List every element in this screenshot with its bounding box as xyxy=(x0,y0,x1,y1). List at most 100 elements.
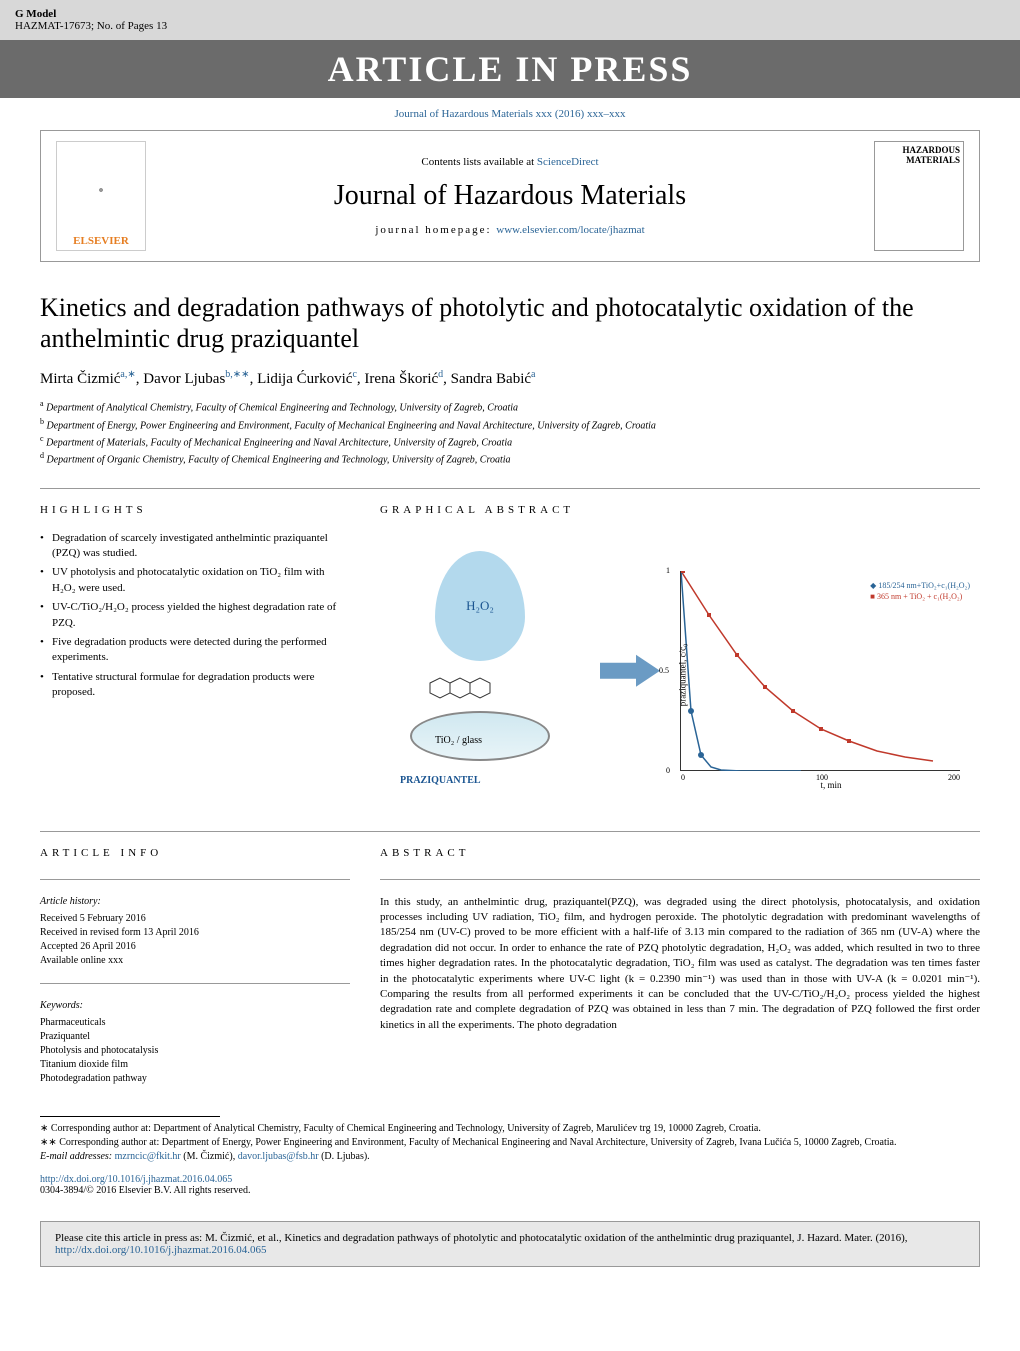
journal-cover-thumbnail: HAZARDOUS MATERIALS xyxy=(874,141,964,251)
journal-name: Journal of Hazardous Materials xyxy=(146,180,874,212)
author-sup: b,∗∗ xyxy=(225,369,249,380)
corresponding-author-2: ∗∗ Corresponding author at: Department o… xyxy=(40,1136,980,1150)
aff-sup: c xyxy=(40,434,44,443)
ytick: 0.5 xyxy=(659,666,669,675)
authors-list: Mirta Čizmića,∗, Davor Ljubasb,∗∗, Lidij… xyxy=(40,369,980,388)
received-date: Received 5 February 2016 xyxy=(40,912,350,926)
contents-label: Contents lists available at xyxy=(421,156,536,168)
keywords-header: Keywords: xyxy=(40,999,350,1013)
cover-title: HAZARDOUS MATERIALS xyxy=(878,145,960,165)
author-sup: a xyxy=(531,369,535,380)
xtick: 200 xyxy=(948,773,960,782)
praziquantel-label: PRAZIQUANTEL xyxy=(400,775,481,786)
footer: ∗ Corresponding author at: Department of… xyxy=(0,1116,1020,1164)
sciencedirect-link[interactable]: ScienceDirect xyxy=(537,156,599,168)
email-link[interactable]: davor.ljubas@fsb.hr xyxy=(238,1151,319,1162)
divider xyxy=(40,983,350,984)
keyword: Praziquantel xyxy=(40,1030,350,1044)
affiliation: Department of Materials, Faculty of Mech… xyxy=(46,437,512,448)
chart-ylabel: praziquantel, c/c₀ xyxy=(677,644,687,707)
article-info-header: ARTICLE INFO xyxy=(40,847,350,864)
divider xyxy=(40,488,980,489)
xtick: 100 xyxy=(816,773,828,782)
homepage-label: journal homepage: xyxy=(375,224,496,236)
aff-sup: b xyxy=(40,417,44,426)
aff-sup: a xyxy=(40,399,44,408)
h2o2-drop-icon: H₂O₂ xyxy=(435,551,525,661)
divider xyxy=(380,879,980,880)
legend-item: 365 nm + TiO₂ + c₁(H₂O₂) xyxy=(877,592,962,601)
cite-doi-link[interactable]: http://dx.doi.org/10.1016/j.jhazmat.2016… xyxy=(55,1244,267,1256)
citation-box: Please cite this article in press as: M.… xyxy=(40,1221,980,1267)
pages-label: No. of Pages 13 xyxy=(97,20,167,32)
author-sup: d xyxy=(438,369,443,380)
divider xyxy=(40,879,350,880)
journal-banner: ELSEVIER Contents lists available at Sci… xyxy=(40,130,980,262)
graphical-abstract: H₂O₂ TiO₂ / glass PRAZIQUANTEL xyxy=(380,531,980,811)
article-title: Kinetics and degradation pathways of pho… xyxy=(40,292,980,354)
molecule-icon xyxy=(420,673,500,716)
highlight-item: UV photolysis and photocatalytic oxidati… xyxy=(40,565,350,596)
keyword: Pharmaceuticals xyxy=(40,1016,350,1030)
arrow-icon xyxy=(600,651,660,691)
author-sup: a,∗ xyxy=(120,369,135,380)
accepted-date: Accepted 26 April 2016 xyxy=(40,940,350,954)
tio2-label: TiO₂ / glass xyxy=(435,735,482,746)
email-label: E-mail addresses: xyxy=(40,1151,115,1162)
issn-copyright: 0304-3894/© 2016 Elsevier B.V. All right… xyxy=(40,1185,980,1196)
legend-item: 185/254 nm+TiO₂+c₁(H₂O₂) xyxy=(878,581,970,590)
affiliation: Department of Analytical Chemistry, Facu… xyxy=(46,403,518,414)
cite-text: Please cite this article in press as: M.… xyxy=(55,1232,908,1244)
corresponding-author-1: ∗ Corresponding author at: Department of… xyxy=(40,1122,980,1136)
revised-date: Received in revised form 13 April 2016 xyxy=(40,926,350,940)
journal-reference[interactable]: Journal of Hazardous Materials xxx (2016… xyxy=(0,98,1020,130)
elsevier-logo: ELSEVIER xyxy=(56,141,146,251)
article-info: Article history: Received 5 February 201… xyxy=(40,895,350,1086)
history-header: Article history: xyxy=(40,895,350,909)
abstract-text: In this study, an anthelmintic drug, pra… xyxy=(380,895,980,1034)
affiliations: a Department of Analytical Chemistry, Fa… xyxy=(40,398,980,467)
xtick: 0 xyxy=(681,773,685,782)
ga-schematic: H₂O₂ TiO₂ / glass PRAZIQUANTEL xyxy=(380,541,580,801)
abstract-header: ABSTRACT xyxy=(380,847,980,864)
highlight-item: Five degradation products were detected … xyxy=(40,635,350,666)
highlights-list: Degradation of scarcely investigated ant… xyxy=(40,531,350,701)
highlight-item: UV-C/TiO₂/H₂O₂ process yielded the highe… xyxy=(40,600,350,631)
author: Davor Ljubas xyxy=(143,371,225,387)
online-date: Available online xxx xyxy=(40,954,350,968)
aff-sup: d xyxy=(40,451,44,460)
press-banner: ARTICLE IN PRESS xyxy=(0,40,1020,98)
affiliation: Department of Energy, Power Engineering … xyxy=(47,420,656,431)
degradation-chart: ◆ 185/254 nm+TiO₂+c₁(H₂O₂) ■ 365 nm + Ti… xyxy=(680,571,960,771)
author-sup: c xyxy=(352,369,356,380)
ytick: 1 xyxy=(666,566,670,575)
email-name: (D. Ljubas). xyxy=(319,1151,370,1162)
highlight-item: Tentative structural formulae for degrad… xyxy=(40,670,350,701)
homepage-link[interactable]: www.elsevier.com/locate/jhazmat xyxy=(496,224,644,236)
affiliation: Department of Organic Chemistry, Faculty… xyxy=(47,455,511,466)
highlights-header: HIGHLIGHTS xyxy=(40,504,350,521)
model-label: G Model xyxy=(15,8,167,20)
footer-divider xyxy=(40,1116,220,1117)
email-name: (M. Čizmić), xyxy=(181,1151,238,1162)
keyword: Photodegradation pathway xyxy=(40,1072,350,1086)
author: Sandra Babić xyxy=(451,371,531,387)
doi-link[interactable]: http://dx.doi.org/10.1016/j.jhazmat.2016… xyxy=(40,1174,232,1185)
author: Lidija Ćurković xyxy=(257,371,352,387)
keyword: Photolysis and photocatalysis xyxy=(40,1044,350,1058)
chart-legend: ◆ 185/254 nm+TiO₂+c₁(H₂O₂) ■ 365 nm + Ti… xyxy=(870,581,970,603)
keyword: Titanium dioxide film xyxy=(40,1058,350,1072)
ytick: 0 xyxy=(666,766,670,775)
author: Mirta Čizmić xyxy=(40,371,120,387)
divider xyxy=(40,831,980,832)
author: Irena Škorić xyxy=(364,371,438,387)
journal-center: Contents lists available at ScienceDirec… xyxy=(146,156,874,236)
elsevier-text: ELSEVIER xyxy=(73,232,129,250)
graphical-abstract-header: GRAPHICAL ABSTRACT xyxy=(380,504,980,521)
article-code: HAZMAT-17673; xyxy=(15,20,94,32)
doi-section: http://dx.doi.org/10.1016/j.jhazmat.2016… xyxy=(0,1164,1020,1206)
model-header: G Model HAZMAT-17673; No. of Pages 13 xyxy=(0,0,1020,40)
email-link[interactable]: mzrncic@fkit.hr xyxy=(115,1151,181,1162)
elsevier-tree-icon xyxy=(71,162,131,232)
highlight-item: Degradation of scarcely investigated ant… xyxy=(40,531,350,562)
